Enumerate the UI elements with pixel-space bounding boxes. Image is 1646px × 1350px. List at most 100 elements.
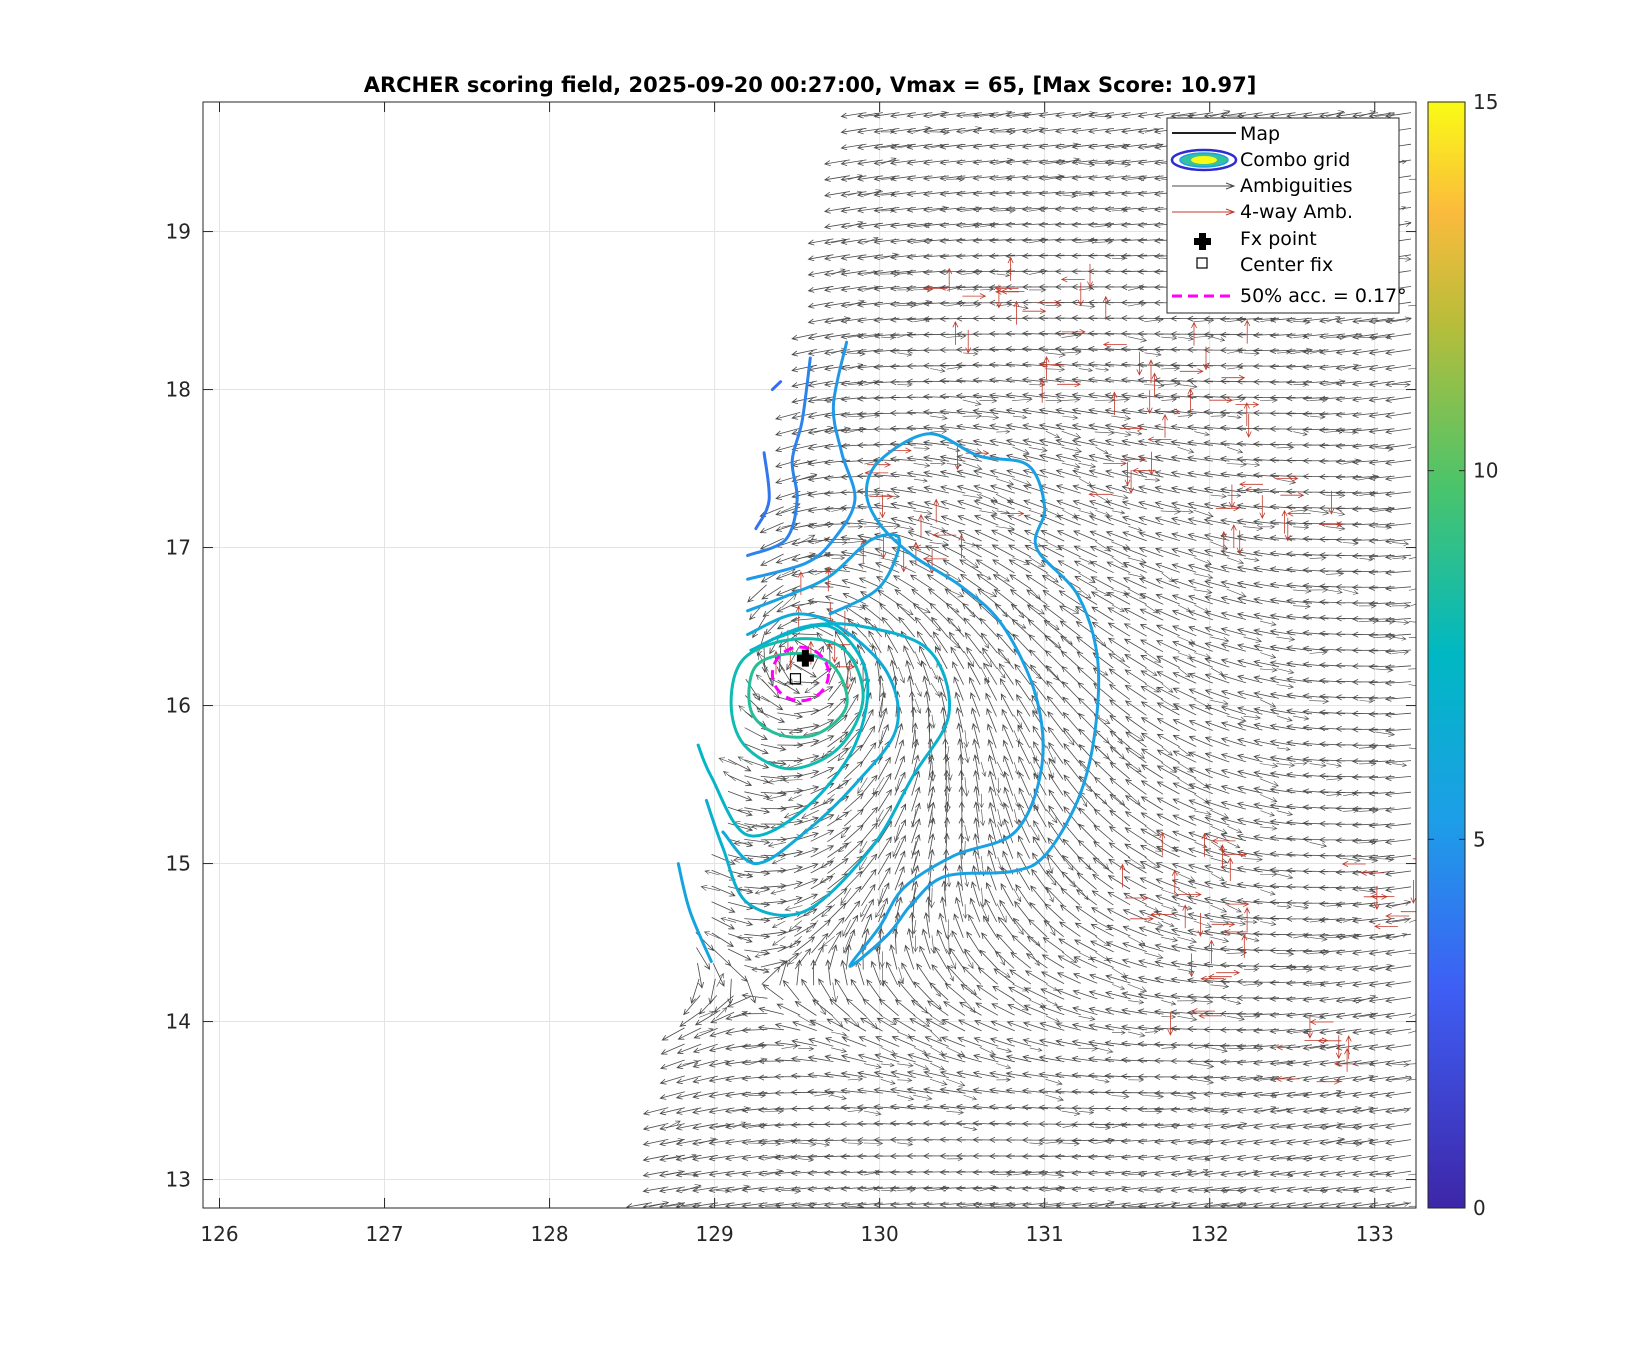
wind-vector [1187,563,1214,573]
legend-label-ambiguities: Ambiguities [1240,175,1353,197]
wind-vector [939,1201,966,1208]
wind-vector [831,1047,847,1053]
wind-vector [676,1075,702,1085]
wind-vector [1285,676,1313,683]
wind-vector [690,978,700,1004]
wind-vector [1002,739,1014,765]
wind-vector [1029,649,1048,669]
wind-vector [914,616,932,638]
wind-vector [948,631,965,654]
wind-vector [1385,933,1412,941]
wind-vector [746,978,757,1004]
wind-vector [1005,1201,1032,1208]
wind-vector [996,1047,1013,1053]
wind-vector [1220,849,1246,857]
wind-vector [1030,885,1048,906]
wind-vector [980,573,992,580]
wind-vector [807,1055,834,1062]
wind-vector [956,1070,982,1078]
legend-label-map: Map [1240,123,1280,145]
wind-vector [1259,778,1279,787]
wind-vector [720,917,737,923]
wind-vector [1154,943,1180,952]
wind-vector [1017,851,1031,875]
wind-vector [980,761,987,777]
wind-vector [1285,996,1313,1003]
wind-vector [1170,993,1197,999]
wind-vector [1318,916,1346,923]
wind-vector [1385,1155,1412,1162]
wind-vector [1335,789,1362,796]
wind-vector [956,499,982,510]
wind-vector [1025,574,1048,590]
wind-vector [922,1120,949,1127]
wind-vector [1237,722,1263,731]
wind-vector [894,865,905,891]
wind-vector [754,889,769,895]
wind-vector [1368,663,1395,670]
wind-vector [642,1123,669,1131]
wind-vector [1351,584,1379,591]
wind-vector [1302,693,1329,700]
wind-vector [996,667,1006,679]
wind-vector [1003,818,1014,844]
wind-vector [1161,936,1179,943]
wind-vector [896,1094,915,1101]
wind-vector [1204,720,1230,731]
wind-vector [1048,757,1064,780]
wind-vector [831,982,838,1003]
wind-vector [894,722,904,749]
wind-vector [1090,591,1114,605]
wind-vector [1109,730,1130,748]
wind-vector [1160,508,1181,515]
wind-vector [1226,715,1247,723]
wind-vector [877,836,892,859]
wind-vector [976,573,999,590]
wind-vector [1046,809,1058,824]
wind-vector [972,754,980,780]
wind-vector [1138,926,1164,937]
wind-vector [820,857,836,869]
wind-vector [716,972,724,987]
wind-vector [859,856,868,871]
wind-vector [1154,927,1181,936]
wind-vector [1187,548,1214,557]
wind-vector [955,1201,982,1208]
wind-vector [774,1122,801,1129]
wind-vector [1318,693,1346,700]
wind-vector [675,1139,702,1147]
wind-vector [1293,715,1310,721]
wind-vector [966,646,981,670]
wind-vector [1055,1005,1081,1016]
wind-vector [1177,652,1193,659]
wind-vector [967,661,981,685]
wind-vector [1171,862,1197,873]
wind-vector [910,856,917,875]
wind-vector [979,809,986,827]
wind-vector [831,1094,847,1101]
wind-vector [1391,603,1411,609]
wind-vector [1204,657,1230,668]
wind-vector [841,579,867,589]
wind-vector [1408,953,1416,954]
wind-vector [1170,1090,1197,1097]
wind-vector [810,845,835,858]
wind-vector [760,959,787,968]
wind-vector [1309,509,1330,516]
wind-vector [1368,569,1395,576]
wind-vector [793,816,820,826]
wind-vector [971,722,980,749]
wind-vector [1172,830,1197,842]
wind-vector [1177,636,1196,645]
wind-vector [1127,1204,1147,1208]
wind-vector [807,1105,834,1112]
wind-vector [1021,1201,1049,1208]
wind-vector [807,1170,834,1176]
wind-vector [1030,698,1038,714]
wind-vector [1125,731,1147,748]
wind-vector [840,1201,867,1208]
wind-vector [700,884,721,892]
wind-vector [807,1202,834,1208]
wind-vector [1038,1088,1065,1095]
wind-vector [988,1153,1016,1160]
